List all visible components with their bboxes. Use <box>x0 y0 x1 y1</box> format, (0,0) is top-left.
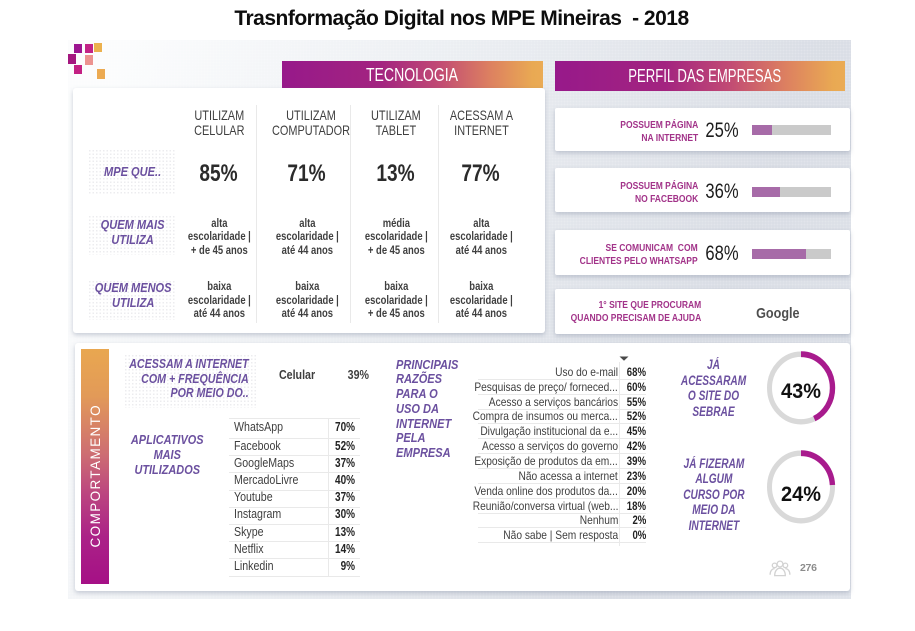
svg-text:43%: 43% <box>781 379 821 403</box>
svg-text:24%: 24% <box>781 483 821 507</box>
